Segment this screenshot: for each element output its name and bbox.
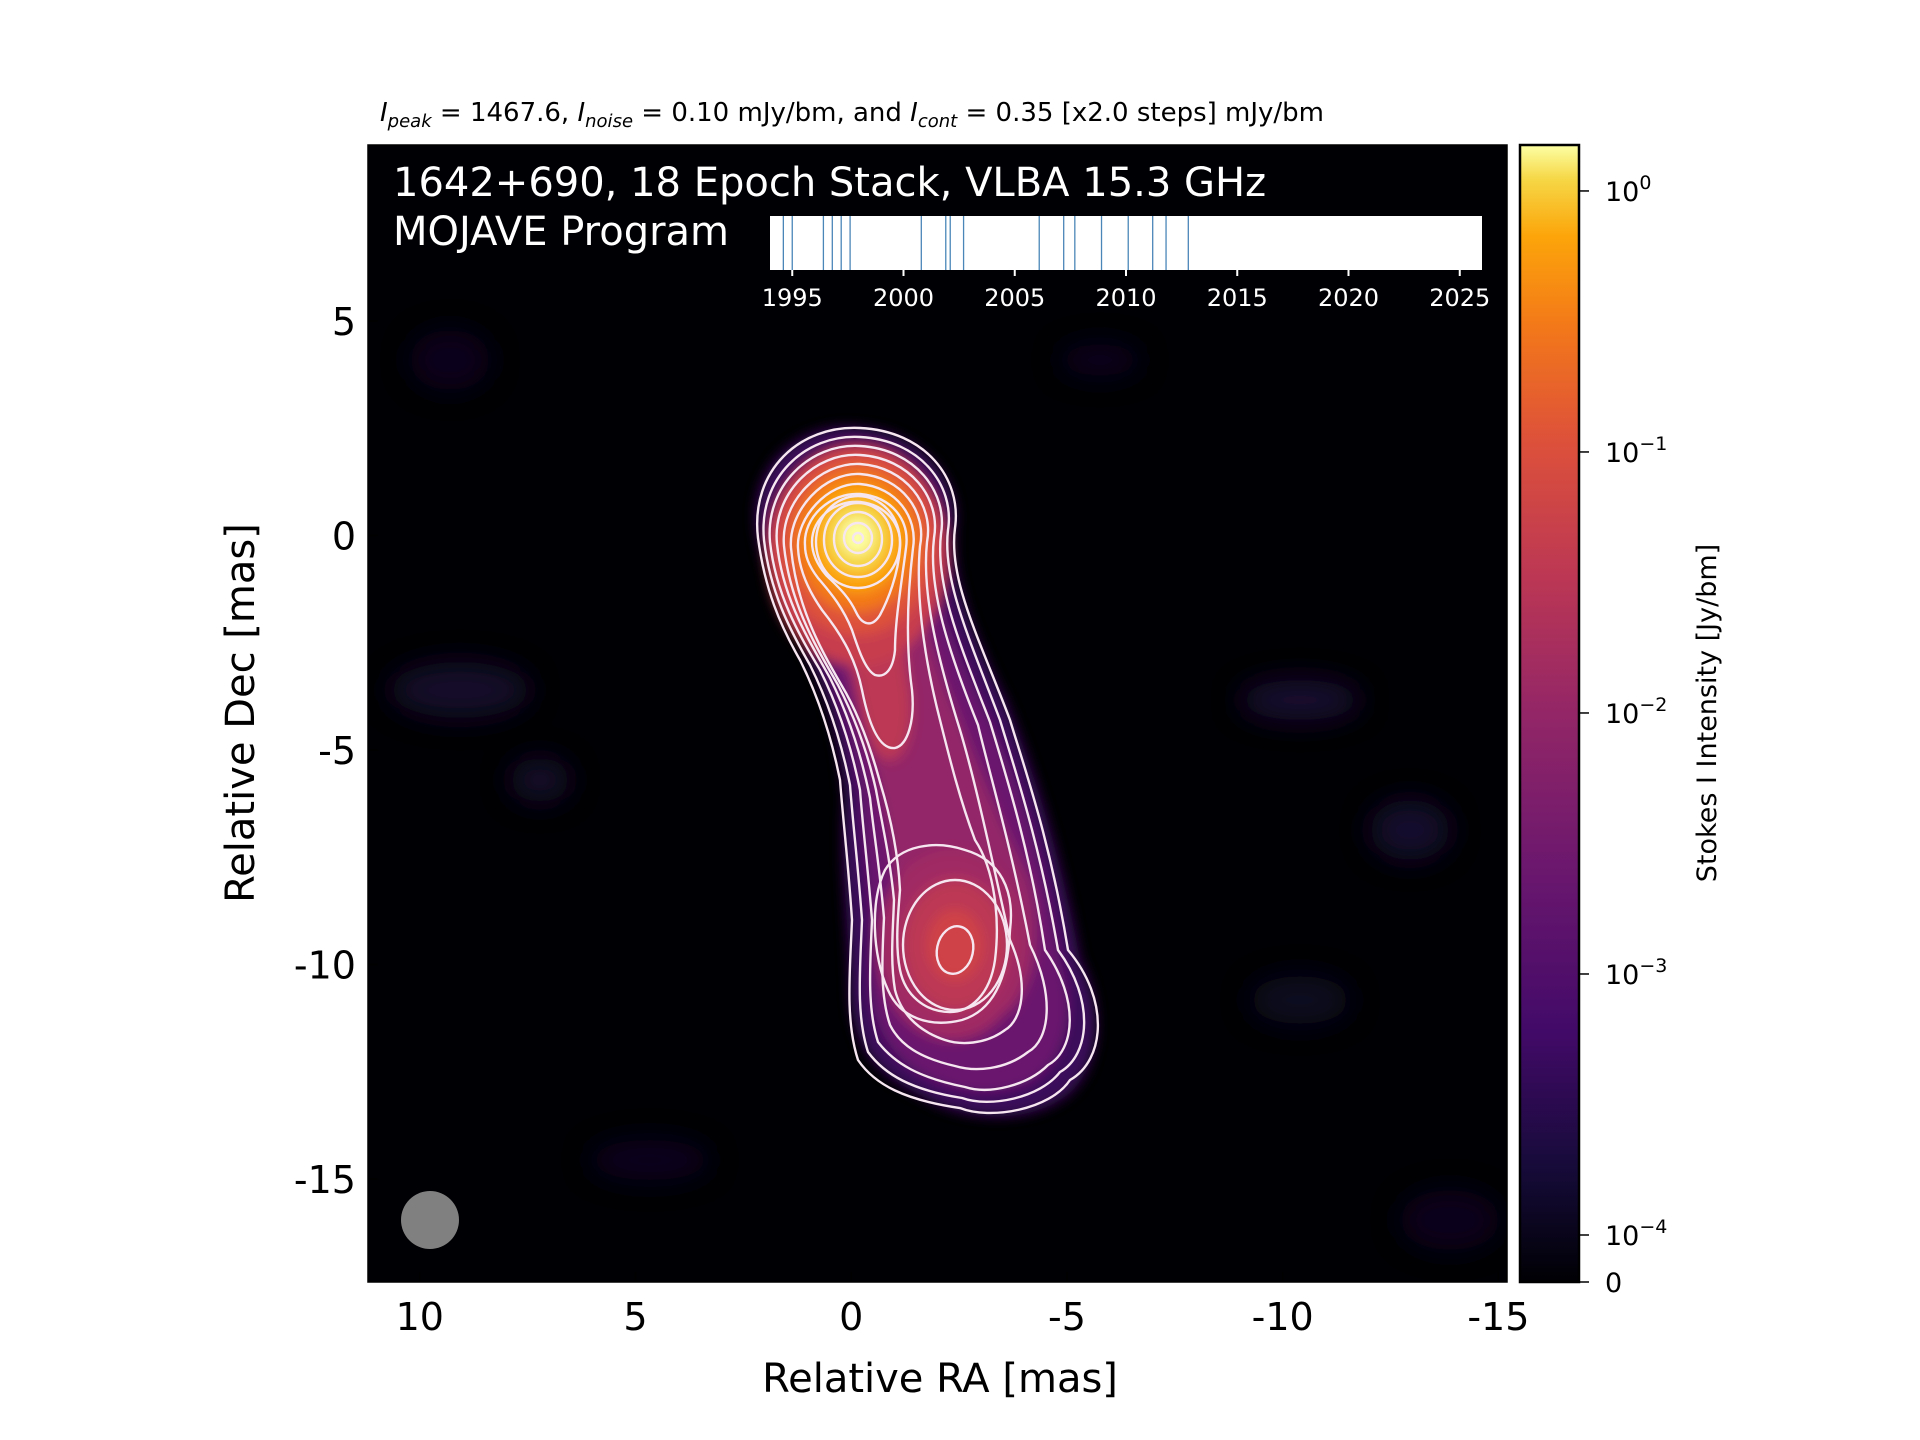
colorbar-tick-label: 100 — [1605, 172, 1651, 208]
panel-title-line1: 1642+690, 18 Epoch Stack, VLBA 15.3 GHz — [393, 160, 1266, 206]
y-tick-label: -5 — [318, 729, 356, 773]
intensity-summary-title: Ipeak = 1467.6, Inoise = 0.10 mJy/bm, an… — [380, 98, 1324, 133]
epoch-tick-label: 2020 — [1318, 284, 1379, 312]
contour-lines — [755, 426, 1099, 1115]
y-tick-label: -15 — [294, 1158, 356, 1202]
x-tick-label: -5 — [1048, 1295, 1086, 1339]
noise-texture — [390, 330, 1500, 1250]
colorbar-ticks: 100 10−1 10−2 10−3 10−4 0 — [1579, 172, 1667, 1299]
colorbar-tick-label: 0 — [1605, 1268, 1622, 1299]
x-tick-label: -10 — [1252, 1295, 1314, 1339]
contour-level-14 — [851, 531, 865, 545]
x-tick-label: 10 — [396, 1295, 444, 1339]
knot-contour-2 — [901, 878, 1009, 1012]
x-axis-label: Relative RA [mas] — [762, 1356, 1118, 1402]
contour-level-2 — [762, 435, 1086, 1103]
contour-level-12 — [832, 510, 884, 568]
colorbar-tick-label: 10−1 — [1605, 433, 1667, 469]
contour-level-4 — [775, 453, 1048, 1071]
y-tick-label: 0 — [332, 514, 356, 558]
contour-level-6 — [789, 472, 998, 1014]
epoch-tick-label: 2025 — [1429, 284, 1490, 312]
y-axis-ticks: 5 0 -5 -10 -15 — [294, 300, 378, 1202]
y-tick-label: 5 — [332, 300, 356, 344]
epoch-tick-label: 2010 — [1095, 284, 1156, 312]
contour-level-10 — [814, 494, 902, 590]
y-tick-label: -10 — [294, 943, 356, 987]
knot-contour-1 — [873, 843, 1013, 1024]
epoch-tick-label: 2005 — [984, 284, 1045, 312]
x-tick-label: 5 — [623, 1295, 647, 1339]
contour-level-1 — [755, 426, 1099, 1115]
contour-level-11 — [822, 501, 894, 579]
epoch-lines — [782, 216, 1189, 270]
contour-level-7 — [796, 482, 915, 750]
colorbar-tick-label: 10−4 — [1605, 1216, 1667, 1252]
x-tick-label: 0 — [839, 1295, 863, 1339]
epoch-tick-label: 2015 — [1207, 284, 1268, 312]
panel-title-line2: MOJAVE Program — [393, 209, 729, 255]
contour-level-8 — [803, 492, 908, 677]
x-tick-label: -15 — [1467, 1295, 1529, 1339]
contour-level-3 — [768, 444, 1071, 1091]
colorbar-tick-label: 10−3 — [1605, 955, 1667, 991]
knot-contour-3 — [935, 925, 975, 975]
epoch-tick-label: 1995 — [762, 284, 823, 312]
y-axis-label: Relative Dec [mas] — [218, 523, 264, 903]
beam-ellipse — [401, 1191, 459, 1249]
epoch-timeline-box — [770, 216, 1482, 270]
plot-frame — [367, 144, 1508, 1283]
colorbar-label: Stokes I Intensity [Jy/bm] — [1692, 544, 1723, 882]
x-axis-ticks: 10 5 0 -5 -10 -15 — [396, 1272, 1529, 1339]
contour-level-13 — [842, 521, 874, 555]
epoch-tick-label: 2000 — [873, 284, 934, 312]
colorbar-tick-label: 10−2 — [1605, 694, 1667, 730]
contour-level-5 — [782, 462, 1023, 1045]
epoch-ticks: 1995 2000 2005 2010 2015 2020 2025 — [762, 270, 1490, 312]
colorbar — [1518, 143, 1581, 1284]
